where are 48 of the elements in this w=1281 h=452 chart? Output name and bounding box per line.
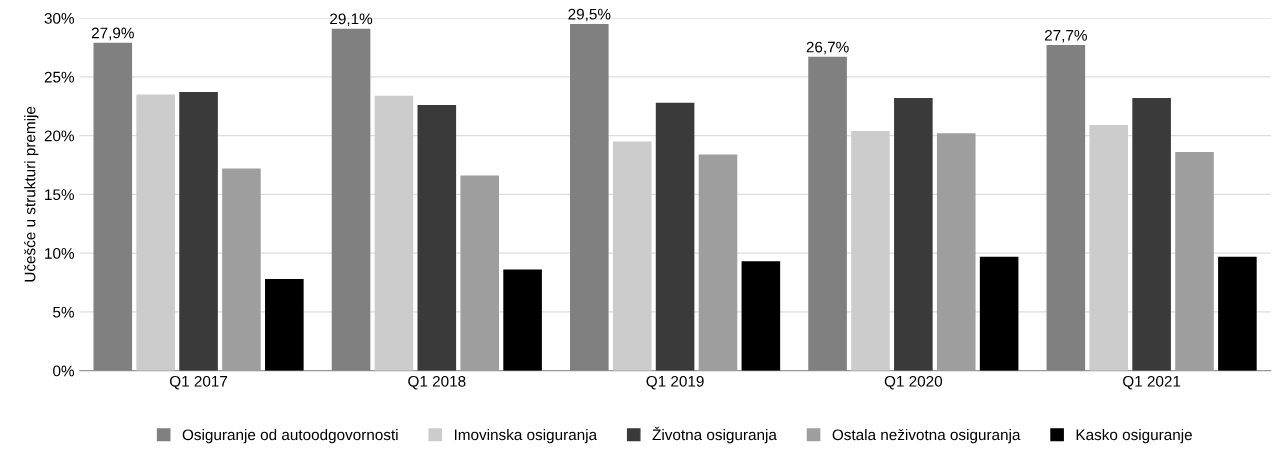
data-label: 26,7%: [806, 41, 849, 55]
legend-label: Kasko osiguranje: [1076, 428, 1192, 444]
x-tick-label: Q1 2017: [169, 375, 228, 390]
bar: [374, 95, 414, 371]
x-tick-label: Q1 2020: [884, 375, 943, 390]
y-tick-label: 25%: [44, 71, 75, 83]
y-axis-title: Učešće u strukturi premije: [24, 106, 39, 282]
bar: [1175, 152, 1214, 371]
data-label: 29,1%: [330, 13, 373, 27]
bar: [936, 133, 976, 371]
bar: [698, 154, 738, 371]
x-tick-label: Q1 2019: [646, 375, 704, 390]
bar: [222, 168, 261, 371]
bar: [655, 102, 695, 371]
data-label: 29,5%: [568, 8, 611, 22]
bar: [179, 92, 218, 371]
x-tick-label: Q1 2018: [408, 375, 466, 390]
legend-label: Imovinska osiguranja: [454, 428, 598, 444]
bar: [894, 97, 933, 371]
bar: [1218, 256, 1257, 371]
y-tick-label: 15%: [45, 189, 75, 201]
bar: [612, 141, 652, 371]
x-tick-label: Q1 2021: [1123, 375, 1181, 390]
legend-label: Životna osiguranja: [652, 426, 777, 444]
y-tick-label: 5%: [53, 306, 75, 318]
bar: [417, 105, 457, 371]
data-label: 27,7%: [1044, 29, 1087, 43]
bar: [851, 130, 890, 371]
bar: [136, 94, 175, 371]
legend-label: Osiguranje od autoodgovornosti: [182, 428, 398, 444]
legend-label: Ostala neživotna osiguranja: [832, 428, 1021, 444]
bar: [1132, 97, 1171, 371]
bar: [265, 278, 304, 371]
bar: [741, 261, 781, 371]
bar: [503, 269, 542, 371]
data-label: 27,9%: [91, 27, 134, 41]
bar: [979, 256, 1019, 371]
bar: [460, 175, 500, 371]
bar: [808, 56, 847, 371]
bar: [331, 28, 371, 371]
bar: [1089, 125, 1129, 371]
bar: [1046, 45, 1086, 371]
bar: [93, 42, 133, 371]
y-tick-label: 20%: [44, 130, 75, 142]
y-tick-label: 0%: [53, 365, 75, 377]
y-tick-label: 10%: [45, 247, 75, 259]
bar: [570, 23, 609, 371]
y-tick-label: 30%: [44, 12, 75, 24]
